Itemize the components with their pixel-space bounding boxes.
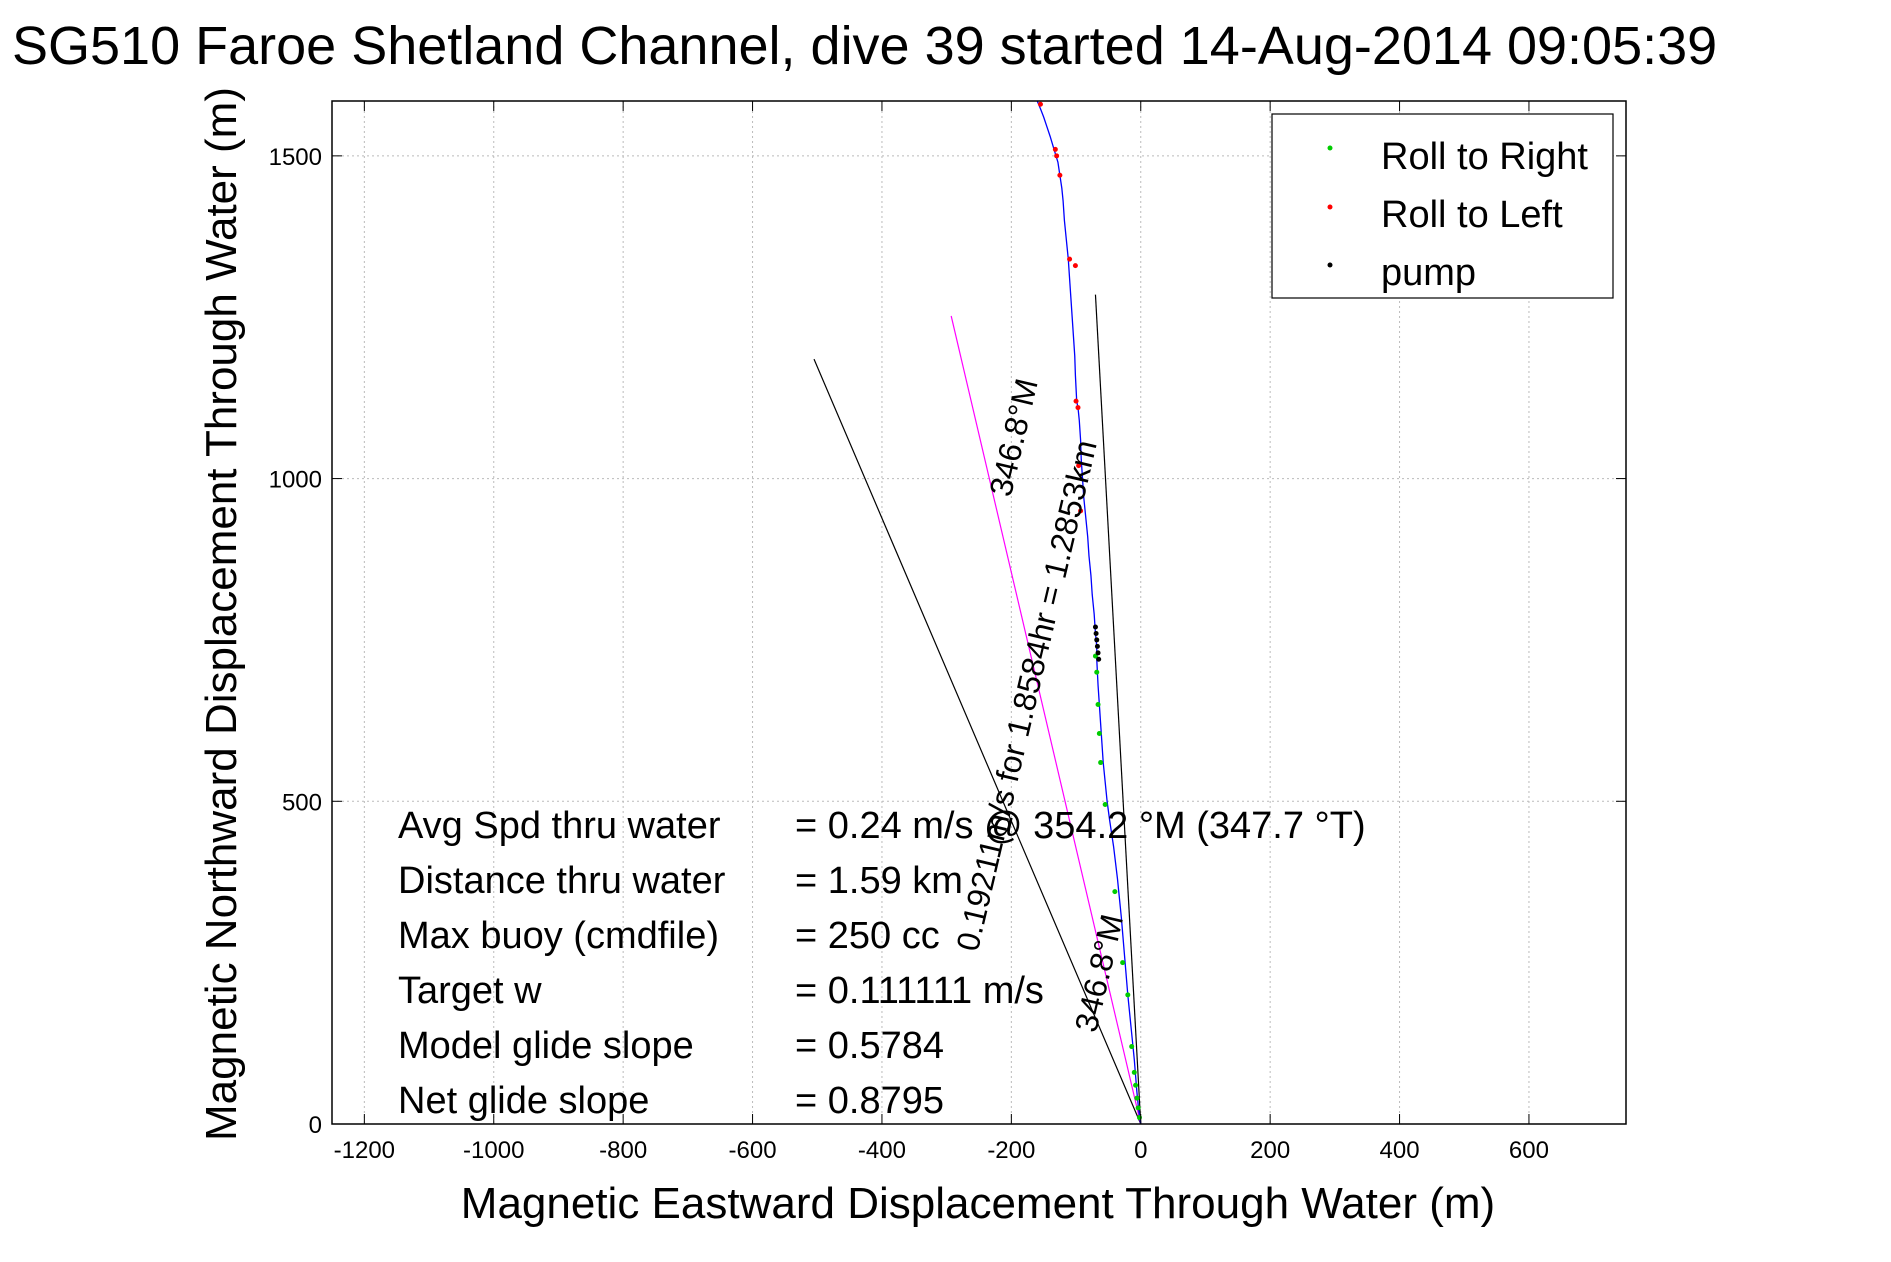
reference-lines [813,294,1142,1125]
roll-left-point [1073,398,1079,404]
x-axis-label: Magnetic Eastward Displacement Through W… [461,1179,1495,1228]
roll-right-point [1096,731,1102,737]
legend-marker-pump [1327,262,1333,268]
roll-right-point [1098,760,1104,766]
stat-value: = 1.59 km [795,860,963,902]
roll-right-point [1112,889,1118,895]
y-tick-label: 1500 [269,144,322,171]
stat-label: Max buoy (cmdfile) [398,915,719,957]
roll-left-point [1076,463,1082,469]
rotated-annotation: 346.8°M [982,375,1044,500]
roll-left-point [1072,263,1078,269]
pump-point [1092,624,1098,630]
track-layer [1036,100,1142,1125]
stat-value: = 0.8795 [795,1080,944,1122]
x-tick-label: 200 [1250,1137,1290,1164]
roll-right-point [1102,802,1108,808]
roll-right-point [1133,1082,1139,1088]
x-tick-label: -600 [729,1137,777,1164]
plot-frame [331,100,1627,1125]
legend-marker-roll-left [1327,204,1333,210]
stat-label: Net glide slope [398,1080,649,1122]
stat-label: Target w [398,970,542,1012]
x-tick-label: 400 [1380,1137,1420,1164]
stat-label: Model glide slope [398,1025,694,1067]
roll-left-point [1057,172,1063,178]
pump-point [1093,630,1099,636]
stat-value: = 0.111111 m/s [795,970,1044,1012]
reference-line [1094,294,1142,1125]
roll-left-point [1067,256,1073,262]
legend-marker-roll-right [1327,145,1333,151]
roll-left-point [1037,101,1043,107]
roll-right-point [1120,960,1126,966]
roll-right-point [1134,1095,1140,1101]
x-tick-label: -1000 [463,1137,524,1164]
marker-layer [1037,101,1142,1121]
course-line [950,315,1142,1125]
course-line-layer [950,315,1142,1125]
pump-point [1096,656,1102,662]
roll-right-point [1129,1044,1135,1050]
chart-title: SG510 Faroe Shetland Channel, dive 39 st… [12,16,1717,76]
legend-label-roll-left: Roll to Left [1381,194,1563,236]
roll-left-point [1054,153,1060,159]
legend: Roll to Right Roll to Left pump [1271,113,1614,299]
rotated-annotation: 0.19211m/s for 1.8584hr = 1.2853km [949,437,1104,955]
rotated-annotation: 346.8°M [1068,911,1130,1036]
roll-right-point [1125,992,1131,998]
reference-line [813,358,1142,1125]
x-tick-label: -400 [858,1137,906,1164]
y-tick-label: 500 [282,789,322,816]
y-tick-label: 1000 [269,467,322,494]
x-tick-label: -200 [987,1137,1035,1164]
roll-right-point [1131,1069,1137,1075]
roll-left-point [1075,405,1081,411]
stat-value: = 0.5784 [795,1025,944,1067]
roll-left-point [1052,146,1058,152]
legend-label-pump: pump [1381,252,1476,294]
track-line [1036,100,1142,1125]
stat-label: Avg Spd thru water [398,805,721,847]
pump-point [1094,643,1100,649]
y-axis-label: Magnetic Northward Displacement Through … [197,87,246,1141]
x-tick-label: 600 [1509,1137,1549,1164]
roll-right-point [1094,669,1100,675]
legend-label-roll-right: Roll to Right [1381,136,1588,178]
axes: -1200 -1000 -800 -600 -400 -200 0 200 400 600 0 500… [269,101,1626,1164]
x-tick-label: -800 [599,1137,647,1164]
stats-annotations: Avg Spd thru water = 0.24 m/s @ 354.2 °M … [398,805,1366,1122]
stat-value: = 250 cc [795,915,940,957]
roll-left-point [1078,508,1084,514]
roll-right-point [1095,701,1101,707]
roll-right-point [1135,1105,1141,1111]
x-tick-label: -1200 [334,1137,395,1164]
stat-value: = 0.24 m/s @ 354.2 °M (347.7 °T) [795,805,1366,847]
pump-point [1094,637,1100,643]
rotated-annotations: 0.19211m/s for 1.8584hr = 1.2853km346.8°… [949,375,1130,1035]
y-tick-label: 0 [309,1112,322,1139]
x-tick-label: 0 [1134,1137,1147,1164]
stat-label: Distance thru water [398,860,726,902]
pump-point [1095,650,1101,656]
